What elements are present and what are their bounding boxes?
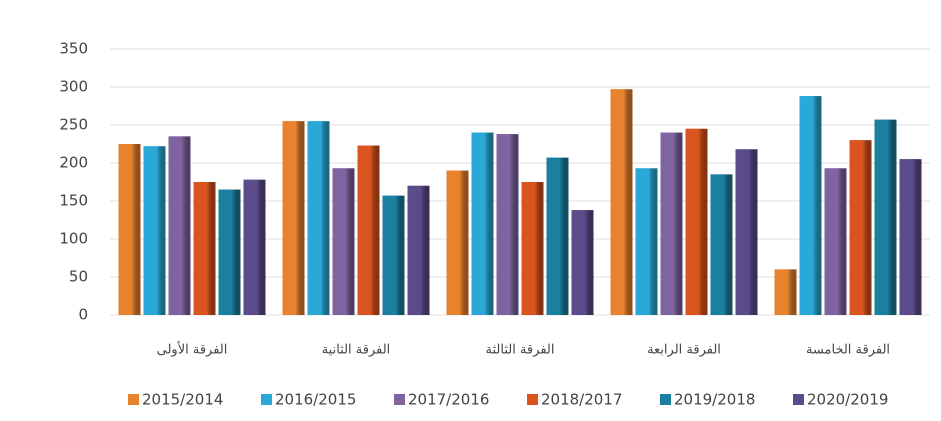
bar (471, 132, 494, 315)
y-tick-label: 200 (59, 154, 88, 172)
bar (307, 121, 330, 315)
bar (546, 157, 569, 315)
bar (735, 149, 758, 315)
bar (143, 146, 166, 315)
bar (407, 185, 430, 315)
legend-label: 2017/2016 (408, 391, 489, 409)
bar (660, 132, 683, 315)
bar (899, 159, 922, 315)
bar (332, 168, 355, 315)
y-tick-label: 300 (59, 78, 88, 96)
y-tick-label: 150 (59, 192, 88, 210)
x-tick-label: الفرقة الرابعة (647, 343, 721, 358)
legend-swatch (394, 394, 405, 405)
legend-label: 2019/2018 (674, 391, 755, 409)
y-tick-label: 0 (78, 306, 88, 324)
bar (243, 179, 266, 315)
x-tick-label: الفرقة الثانية (322, 343, 391, 358)
legend-label: 2020/2019 (807, 391, 888, 409)
bar (218, 189, 241, 315)
bar (496, 134, 519, 315)
bar (282, 121, 305, 315)
bar (521, 182, 544, 315)
legend-label: 2016/2015 (275, 391, 356, 409)
legend-swatch (261, 394, 272, 405)
bar (849, 140, 872, 315)
y-tick-label: 50 (69, 268, 88, 286)
x-tick-label: الفرقة الثالثة (486, 343, 555, 358)
legend-swatch (793, 394, 804, 405)
bar (799, 96, 822, 316)
y-tick-label: 250 (59, 116, 88, 134)
legend-swatch (527, 394, 538, 405)
bar (357, 145, 380, 315)
bar (446, 170, 469, 315)
bar (874, 119, 897, 316)
bar (824, 168, 847, 315)
bar (382, 195, 405, 315)
bar (193, 182, 216, 315)
bar (118, 144, 141, 315)
legend-swatch (660, 394, 671, 405)
bar (710, 174, 733, 315)
y-tick-label: 350 (59, 40, 88, 58)
x-tick-label: الفرقة الخامسة (806, 343, 890, 358)
bar (635, 168, 658, 315)
legend-label: 2015/2014 (142, 391, 223, 409)
bar (610, 89, 633, 315)
x-tick-label: الفرقة الأولى (157, 341, 228, 358)
bar (571, 210, 594, 315)
bar (774, 269, 797, 315)
bar (168, 136, 191, 315)
legend-label: 2018/2017 (541, 391, 622, 409)
legend-swatch (128, 394, 139, 405)
y-tick-label: 100 (59, 230, 88, 248)
bar (685, 128, 708, 315)
